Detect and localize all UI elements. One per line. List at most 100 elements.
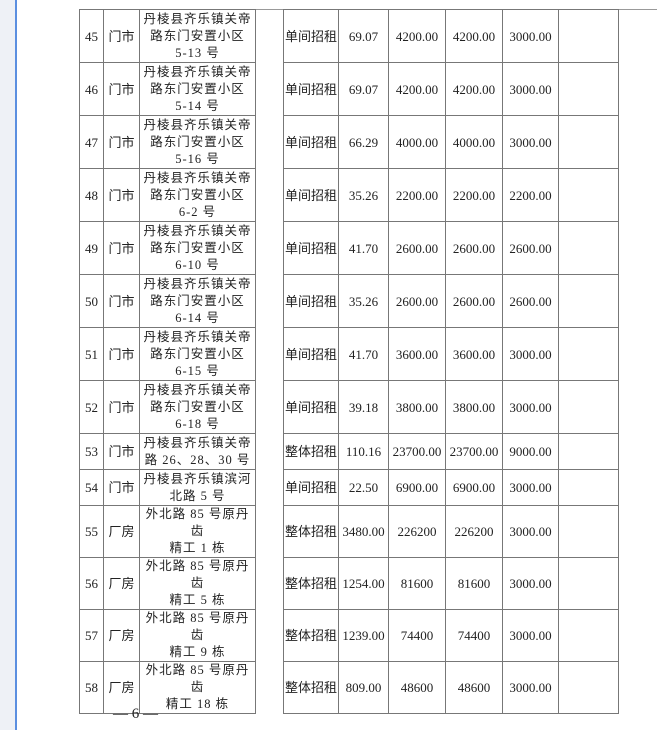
price-2: 4200.00 bbox=[445, 62, 503, 116]
address-line: 路东门安置小区 bbox=[150, 81, 245, 96]
address: 外北路 85 号原丹齿 精工 18 栋 bbox=[139, 661, 256, 714]
price-2: 3800.00 bbox=[445, 380, 503, 434]
rental-method: 整体招租 bbox=[283, 505, 339, 558]
address: 丹棱县齐乐镇关帝 路东门安置小区 5-13 号 bbox=[139, 9, 256, 63]
address: 外北路 85 号原丹齿 精工 1 栋 bbox=[139, 505, 256, 558]
address-line: 6-2 号 bbox=[178, 204, 217, 219]
row-number: 49 bbox=[79, 221, 104, 275]
address-line: 6-15 号 bbox=[175, 363, 220, 378]
address-line: 精工 1 栋 bbox=[169, 541, 226, 555]
row-number: 54 bbox=[79, 469, 104, 506]
remarks bbox=[558, 62, 619, 116]
blank-cell bbox=[255, 609, 284, 662]
price-1: 74400 bbox=[388, 609, 446, 662]
price-1: 2600.00 bbox=[388, 221, 446, 275]
row-number: 55 bbox=[79, 505, 104, 558]
area: 41.70 bbox=[338, 327, 389, 381]
blank-cell bbox=[255, 274, 284, 328]
price-2: 3600.00 bbox=[445, 327, 503, 381]
table-row: 56 厂房 外北路 85 号原丹齿 精工 5 栋整体招租 1254.00 81600 816… bbox=[79, 557, 619, 610]
property-type: 门市 bbox=[103, 62, 140, 116]
row-number: 56 bbox=[79, 557, 104, 610]
remarks bbox=[558, 505, 619, 558]
price-2: 2600.00 bbox=[445, 221, 503, 275]
remarks bbox=[558, 433, 619, 470]
rental-method: 单间招租 bbox=[283, 469, 339, 506]
area: 1239.00 bbox=[338, 609, 389, 662]
area: 110.16 bbox=[338, 433, 389, 470]
property-type: 门市 bbox=[103, 274, 140, 328]
price-3: 3000.00 bbox=[502, 380, 559, 434]
row-number: 45 bbox=[79, 9, 104, 63]
address-line: 丹棱县齐乐镇关帝 bbox=[143, 64, 252, 79]
area: 41.70 bbox=[338, 221, 389, 275]
price-1: 4200.00 bbox=[388, 62, 446, 116]
remarks bbox=[558, 661, 619, 714]
row-number: 46 bbox=[79, 62, 104, 116]
rental-method: 单间招租 bbox=[283, 9, 339, 63]
address-line: 路东门安置小区 bbox=[150, 346, 245, 361]
price-1: 4200.00 bbox=[388, 9, 446, 63]
blank-cell bbox=[255, 221, 284, 275]
remarks bbox=[558, 327, 619, 381]
remarks bbox=[558, 115, 619, 169]
blank-cell bbox=[255, 557, 284, 610]
table-row: 57 厂房 外北路 85 号原丹齿 精工 9 栋整体招租 1239.00 74400 744… bbox=[79, 609, 619, 662]
price-3: 3000.00 bbox=[502, 557, 559, 610]
remarks bbox=[558, 380, 619, 434]
blank-cell bbox=[255, 433, 284, 470]
table-row: 52 门市 丹棱县齐乐镇关帝 路东门安置小区 6-18 号单间招租 39.18 3800.0… bbox=[79, 380, 619, 434]
property-type: 门市 bbox=[103, 9, 140, 63]
price-3: 3000.00 bbox=[502, 115, 559, 169]
price-1: 23700.00 bbox=[388, 433, 446, 470]
price-3: 3000.00 bbox=[502, 62, 559, 116]
area: 35.26 bbox=[338, 274, 389, 328]
remarks bbox=[558, 274, 619, 328]
table-row: 46 门市 丹棱县齐乐镇关帝 路东门安置小区 5-14 号单间招租 69.07 4200.0… bbox=[79, 62, 619, 116]
price-3: 2200.00 bbox=[502, 168, 559, 222]
price-2: 4200.00 bbox=[445, 9, 503, 63]
blank-cell bbox=[255, 505, 284, 558]
rental-method: 单间招租 bbox=[283, 221, 339, 275]
price-2: 4000.00 bbox=[445, 115, 503, 169]
address-line: 丹棱县齐乐镇关帝 bbox=[143, 223, 252, 238]
page-number: — 6 — bbox=[113, 706, 158, 722]
row-number: 52 bbox=[79, 380, 104, 434]
price-2: 2200.00 bbox=[445, 168, 503, 222]
property-type: 门市 bbox=[103, 221, 140, 275]
address-line: 外北路 85 号原丹齿 bbox=[145, 611, 250, 642]
address-line: 丹棱县齐乐镇关帝 bbox=[143, 382, 252, 397]
price-1: 3600.00 bbox=[388, 327, 446, 381]
property-rental-table: 45 门市 丹棱县齐乐镇关帝 路东门安置小区 5-13 号单间招租 69.07 4200.0… bbox=[79, 9, 619, 714]
rental-method: 整体招租 bbox=[283, 557, 339, 610]
address-line: 精工 18 栋 bbox=[165, 697, 230, 711]
rental-method: 整体招租 bbox=[283, 433, 339, 470]
blank-cell bbox=[255, 661, 284, 714]
price-2: 74400 bbox=[445, 609, 503, 662]
price-1: 2600.00 bbox=[388, 274, 446, 328]
address-line: 路 26、28、30 号 bbox=[144, 452, 251, 467]
property-type: 厂房 bbox=[103, 505, 140, 558]
address: 外北路 85 号原丹齿 精工 5 栋 bbox=[139, 557, 256, 610]
address: 丹棱县齐乐镇关帝 路东门安置小区 5-14 号 bbox=[139, 62, 256, 116]
area: 69.07 bbox=[338, 62, 389, 116]
row-number: 47 bbox=[79, 115, 104, 169]
rental-method: 单间招租 bbox=[283, 115, 339, 169]
table-row: 49 门市 丹棱县齐乐镇关帝 路东门安置小区 6-10 号单间招租 41.70 2600.0… bbox=[79, 221, 619, 275]
address-line: 路东门安置小区 bbox=[150, 28, 245, 43]
property-type: 门市 bbox=[103, 380, 140, 434]
remarks bbox=[558, 9, 619, 63]
property-type: 门市 bbox=[103, 469, 140, 506]
property-type: 厂房 bbox=[103, 661, 140, 714]
price-1: 48600 bbox=[388, 661, 446, 714]
rental-method: 单间招租 bbox=[283, 327, 339, 381]
price-3: 3000.00 bbox=[502, 327, 559, 381]
address: 丹棱县齐乐镇关帝 路东门安置小区 6-14 号 bbox=[139, 274, 256, 328]
address: 丹棱县齐乐镇关帝 路东门安置小区 6-18 号 bbox=[139, 380, 256, 434]
price-2: 6900.00 bbox=[445, 469, 503, 506]
blank-cell bbox=[255, 115, 284, 169]
address-line: 丹棱县齐乐镇关帝 bbox=[143, 170, 252, 185]
row-number: 53 bbox=[79, 433, 104, 470]
address-line: 5-14 号 bbox=[175, 98, 220, 113]
table-row: 47 门市 丹棱县齐乐镇关帝 路东门安置小区 5-16 号单间招租 66.29 4000.0… bbox=[79, 115, 619, 169]
